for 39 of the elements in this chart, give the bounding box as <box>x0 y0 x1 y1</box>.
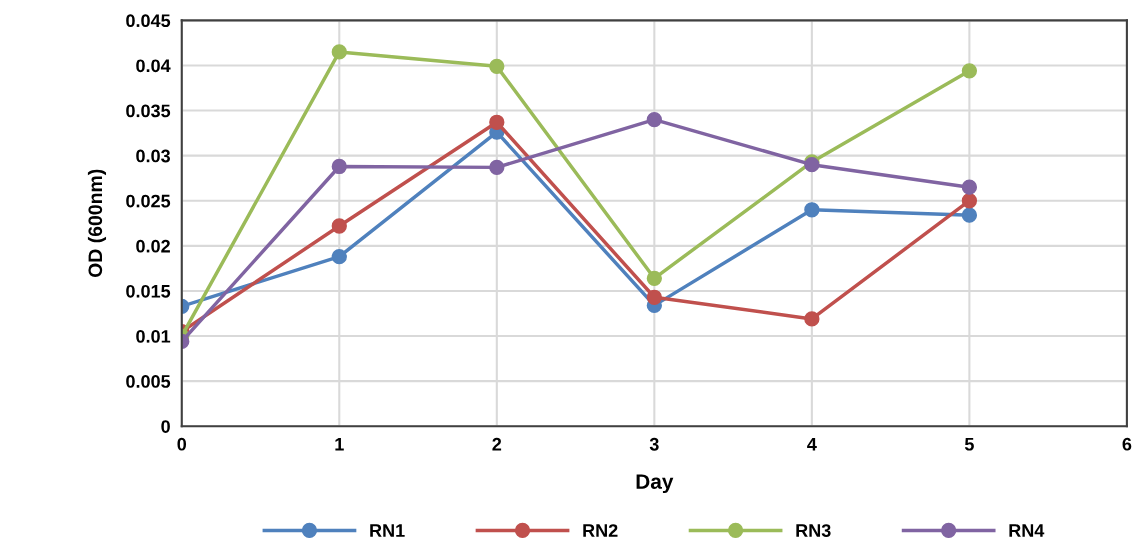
y-tick-label: 0 <box>161 420 170 433</box>
legend-label: RN1 <box>370 524 405 537</box>
y-tick-label: 0.04 <box>136 59 171 73</box>
point <box>331 44 347 60</box>
x-tick-label: 4 <box>807 438 817 451</box>
point <box>331 249 347 265</box>
point <box>961 179 978 195</box>
point <box>646 289 662 305</box>
legend-label: RN4 <box>1009 524 1045 537</box>
point <box>646 111 662 128</box>
x-tick-label: 3 <box>649 437 659 451</box>
point <box>331 158 347 175</box>
y-axis-title: OD (600nm) <box>87 169 107 278</box>
y-tick-label: 0.01 <box>136 329 171 343</box>
point <box>961 207 978 223</box>
y-tick-label: 0.02 <box>136 239 170 253</box>
y-tick-label: 0.015 <box>126 284 171 298</box>
y-tick-label: 0.035 <box>126 104 171 118</box>
point <box>961 63 978 79</box>
point <box>489 58 505 74</box>
point <box>961 193 978 209</box>
y-tick-label: 0.03 <box>136 149 170 163</box>
x-tick-label: 2 <box>492 437 502 451</box>
x-axis-title: Day <box>636 474 674 494</box>
legend-label: RN2 <box>583 524 618 537</box>
point <box>489 114 505 130</box>
point <box>804 202 820 218</box>
y-tick-label: 0.045 <box>126 14 171 28</box>
y-tick-label: 0.025 <box>126 194 171 208</box>
x-tick-label: 0 <box>177 437 187 451</box>
point <box>331 218 347 234</box>
x-tick-label: 1 <box>335 438 344 451</box>
x-tick-label: 6 <box>1122 437 1132 451</box>
x-tick-label: 5 <box>964 438 974 451</box>
legend-label: RN3 <box>796 524 831 537</box>
point <box>804 311 820 327</box>
point <box>646 270 662 286</box>
y-tick-label: 0.005 <box>126 375 171 388</box>
point <box>489 159 505 176</box>
